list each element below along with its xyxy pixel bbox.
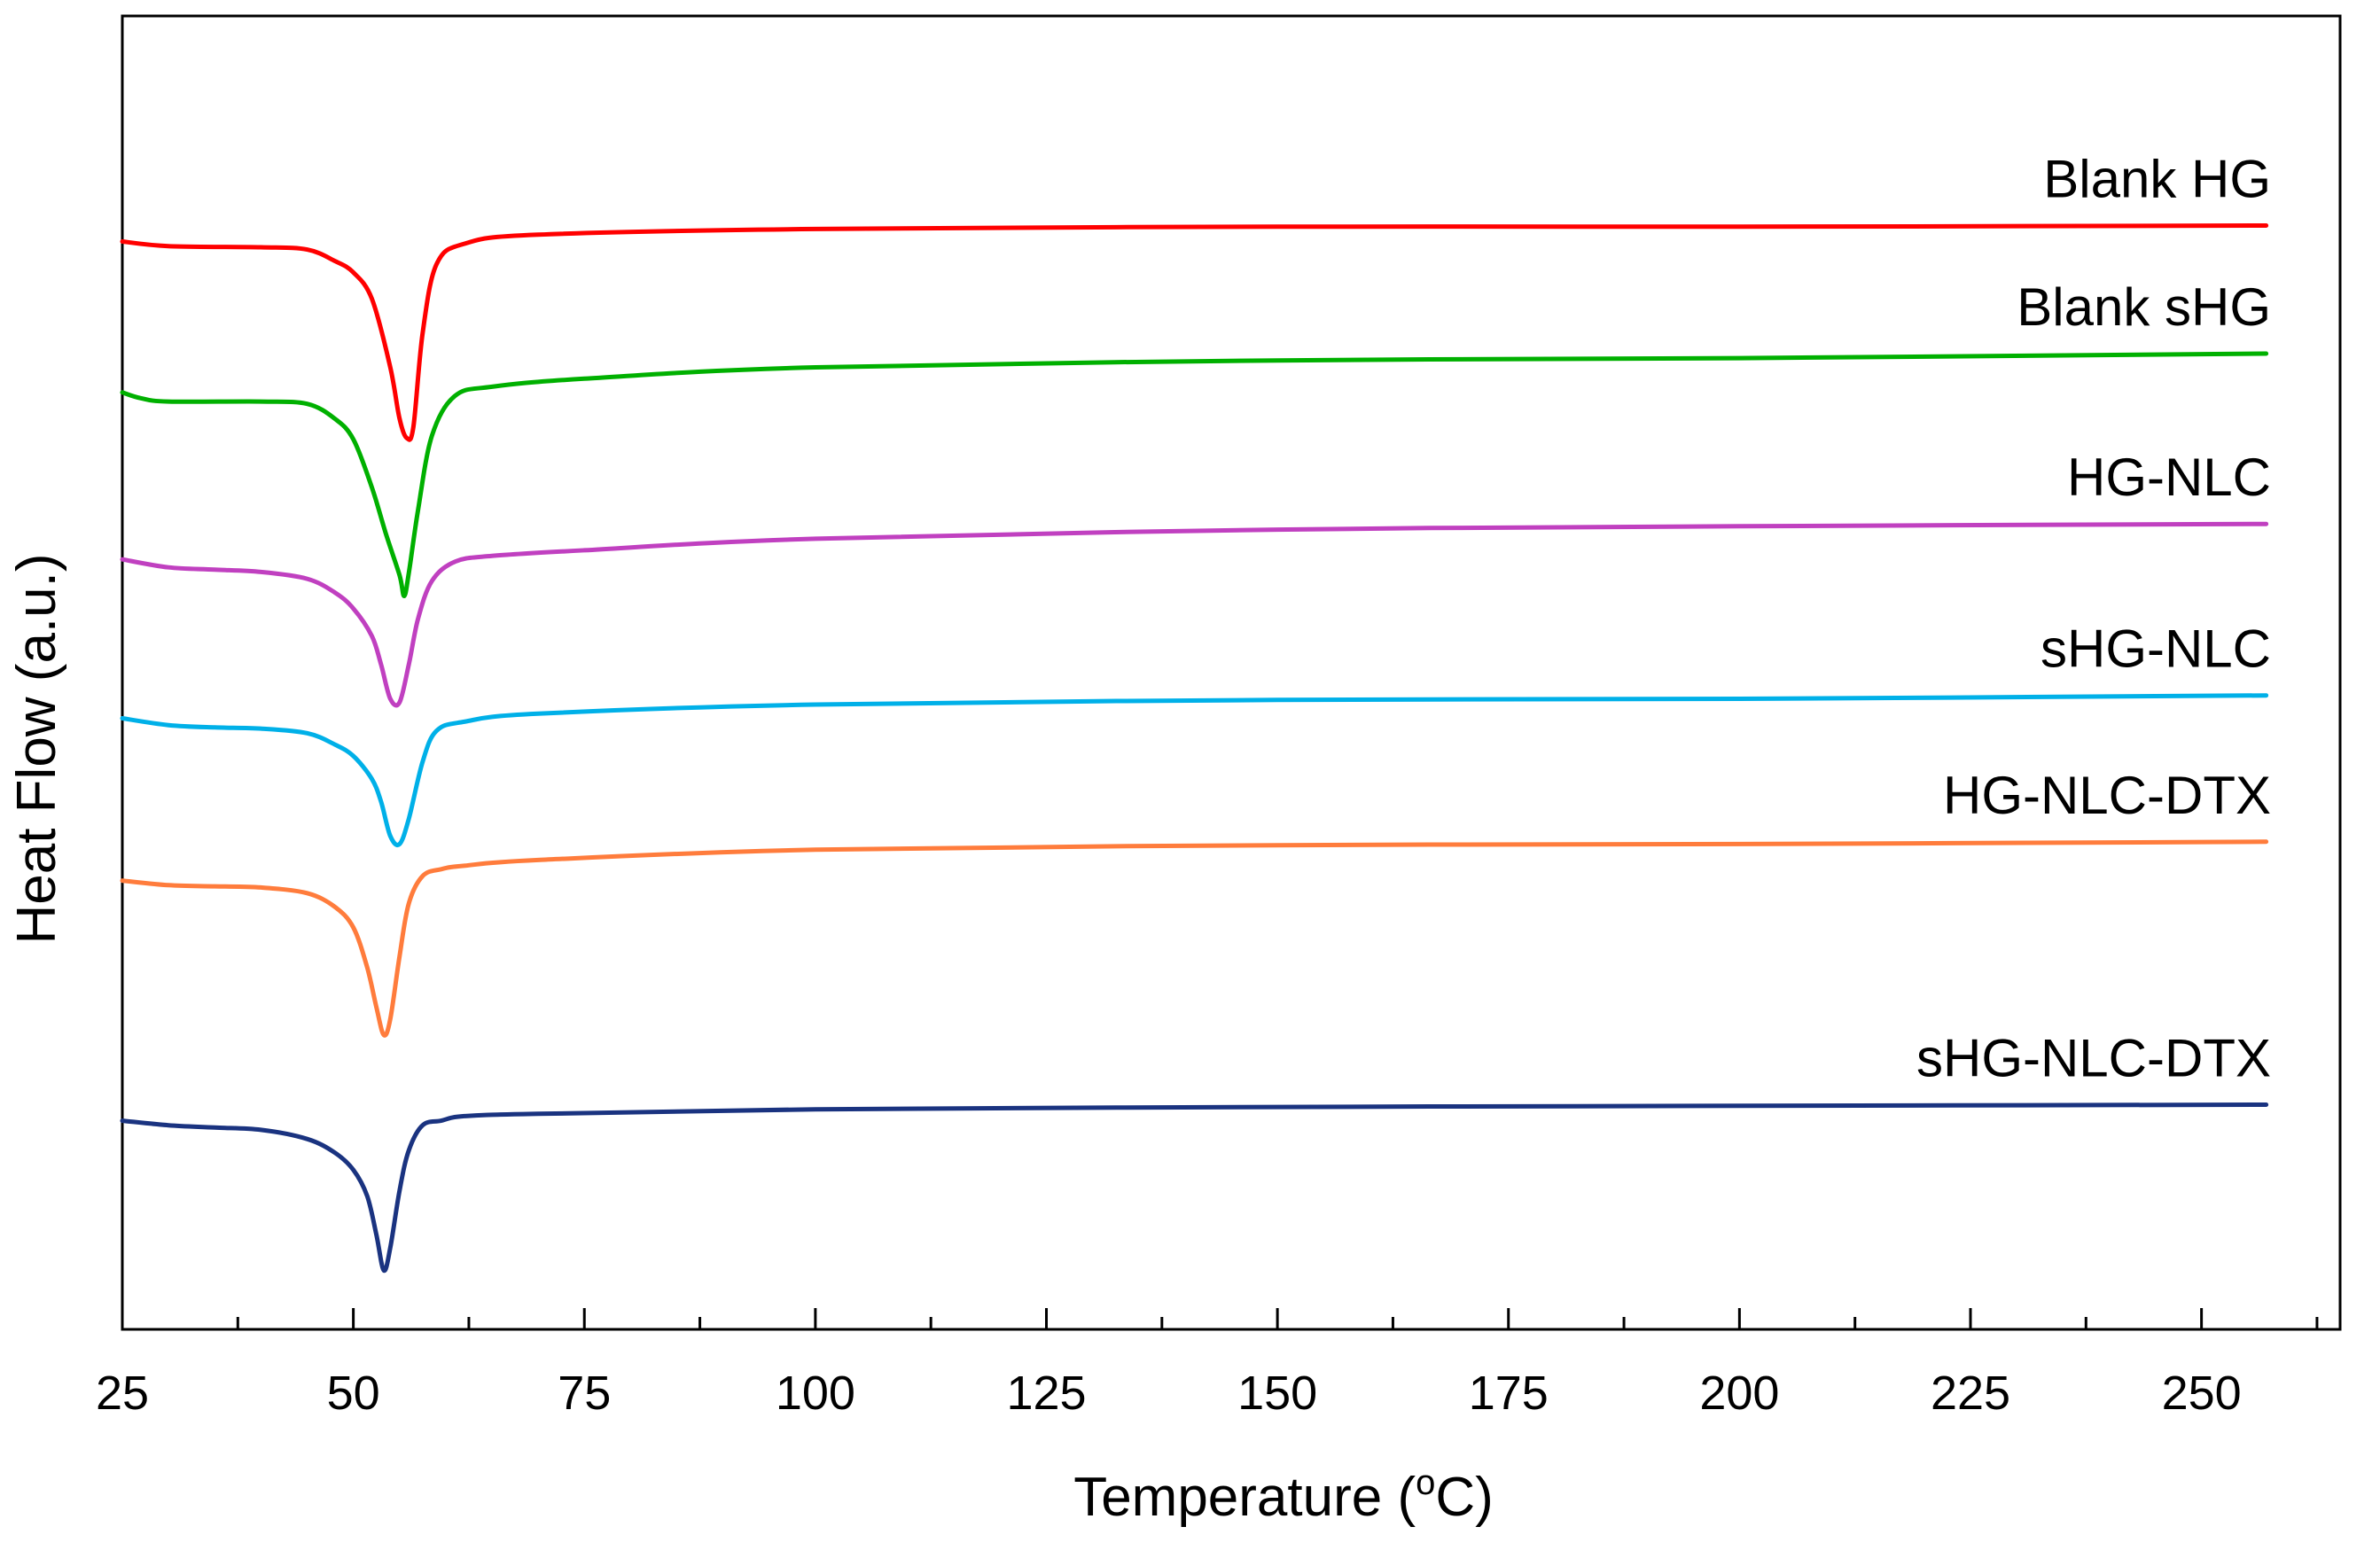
series-label-5: sHG-NLC-DTX [1916, 1029, 2271, 1088]
series-label-4: HG-NLC-DTX [1943, 766, 2271, 825]
series-lines [120, 223, 2269, 1274]
x-tick-label: 100 [776, 1367, 855, 1420]
series-label-2: HG-NLC [2067, 448, 2271, 507]
plot-frame [121, 14, 2342, 1331]
x-tick-label: 200 [1699, 1367, 1779, 1420]
series-label-1: Blank sHG [2017, 277, 2271, 337]
x-tick-label: 250 [2162, 1367, 2242, 1420]
series-labels: Blank HG Blank sHG HG-NLC sHG-NLC HG-NLC-DTX… [1916, 149, 2271, 1087]
series-line-3 [120, 693, 2269, 847]
x-axis-tick-labels: 25 50 75 100 125 150 175 200 225 250 [96, 1367, 2242, 1420]
series-line-0 [120, 223, 2269, 442]
plot-border [121, 14, 2342, 1331]
x-tick-label: 175 [1469, 1367, 1549, 1420]
series-line-1 [120, 351, 2269, 599]
series-line-2 [120, 521, 2269, 708]
x-axis-ticks [121, 1308, 2319, 1329]
x-tick-label: 150 [1237, 1367, 1317, 1420]
series-label-3: sHG-NLC [2041, 619, 2271, 679]
x-tick-label: 50 [327, 1367, 380, 1420]
series-line-5 [120, 1102, 2269, 1274]
x-tick-label: 125 [1006, 1367, 1086, 1420]
x-axis-title: Temperature (oC) [1073, 1463, 1494, 1528]
x-tick-label: 225 [1931, 1367, 2010, 1420]
x-tick-label: 75 [558, 1367, 611, 1420]
x-tick-label: 25 [96, 1367, 149, 1420]
series-label-0: Blank HG [2043, 149, 2271, 208]
series-line-4 [120, 839, 2269, 1038]
y-axis-title: Heat Flow (a.u.) [6, 553, 67, 944]
